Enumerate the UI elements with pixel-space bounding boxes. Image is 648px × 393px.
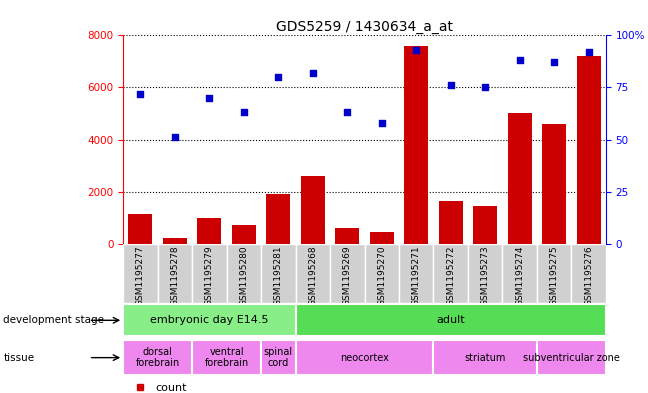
Bar — [434, 340, 537, 375]
Bar — [507, 114, 532, 244]
Point — [170, 134, 180, 141]
Point — [480, 84, 491, 90]
Bar — [295, 244, 330, 303]
Bar — [261, 340, 295, 375]
Point — [583, 49, 594, 55]
Bar — [227, 244, 261, 303]
Bar — [192, 340, 261, 375]
Bar — [123, 304, 295, 336]
Bar — [369, 232, 394, 244]
Point — [376, 120, 387, 126]
Text: spinal
cord: spinal cord — [264, 347, 293, 368]
Point — [273, 74, 283, 80]
Title: GDS5259 / 1430634_a_at: GDS5259 / 1430634_a_at — [276, 20, 453, 34]
Text: GSM1195268: GSM1195268 — [308, 245, 318, 306]
Text: GSM1195271: GSM1195271 — [411, 245, 421, 306]
Text: GSM1195272: GSM1195272 — [446, 245, 455, 306]
Bar — [123, 340, 192, 375]
Bar — [537, 244, 572, 303]
Bar — [330, 244, 364, 303]
Bar — [434, 244, 468, 303]
Text: GSM1195270: GSM1195270 — [377, 245, 386, 306]
Point — [446, 82, 456, 88]
Text: development stage: development stage — [3, 315, 104, 325]
Bar — [364, 244, 399, 303]
Bar — [261, 244, 295, 303]
Bar — [404, 46, 428, 244]
Text: GSM1195275: GSM1195275 — [550, 245, 559, 306]
Bar — [502, 244, 537, 303]
Bar — [128, 214, 152, 244]
Bar — [192, 244, 227, 303]
Text: GSM1195274: GSM1195274 — [515, 245, 524, 306]
Bar — [123, 244, 157, 303]
Text: GSM1195269: GSM1195269 — [343, 245, 352, 306]
Text: subventricular zone: subventricular zone — [523, 353, 620, 363]
Text: tissue: tissue — [3, 353, 34, 363]
Point — [204, 95, 214, 101]
Point — [411, 47, 421, 53]
Bar — [399, 244, 434, 303]
Text: GSM1195280: GSM1195280 — [239, 245, 248, 306]
Text: embryonic day E14.5: embryonic day E14.5 — [150, 315, 268, 325]
Text: dorsal
forebrain: dorsal forebrain — [135, 347, 179, 368]
Bar — [439, 201, 463, 244]
Bar — [542, 124, 566, 244]
Text: adult: adult — [436, 315, 465, 325]
Bar — [197, 218, 222, 244]
Bar — [163, 239, 187, 244]
Point — [135, 90, 146, 97]
Legend: count, percentile rank within the sample: count, percentile rank within the sample — [129, 383, 343, 393]
Bar — [335, 228, 360, 244]
Point — [515, 57, 525, 64]
Bar — [157, 244, 192, 303]
Bar — [537, 340, 606, 375]
Bar — [572, 244, 606, 303]
Text: GSM1195279: GSM1195279 — [205, 245, 214, 306]
Text: ventral
forebrain: ventral forebrain — [204, 347, 249, 368]
Text: GSM1195276: GSM1195276 — [584, 245, 593, 306]
Text: neocortex: neocortex — [340, 353, 389, 363]
Text: GSM1195277: GSM1195277 — [136, 245, 145, 306]
Bar — [301, 176, 325, 244]
Bar — [266, 194, 290, 244]
Text: striatum: striatum — [465, 353, 506, 363]
Bar — [232, 226, 256, 244]
Text: GSM1195281: GSM1195281 — [274, 245, 283, 306]
Bar — [577, 56, 601, 244]
Point — [549, 59, 559, 66]
Bar — [468, 244, 502, 303]
Text: GSM1195273: GSM1195273 — [481, 245, 490, 306]
Bar — [295, 304, 606, 336]
Point — [342, 109, 353, 116]
Point — [308, 70, 318, 76]
Text: GSM1195278: GSM1195278 — [170, 245, 179, 306]
Bar — [295, 340, 434, 375]
Point — [238, 109, 249, 116]
Bar — [473, 206, 497, 244]
